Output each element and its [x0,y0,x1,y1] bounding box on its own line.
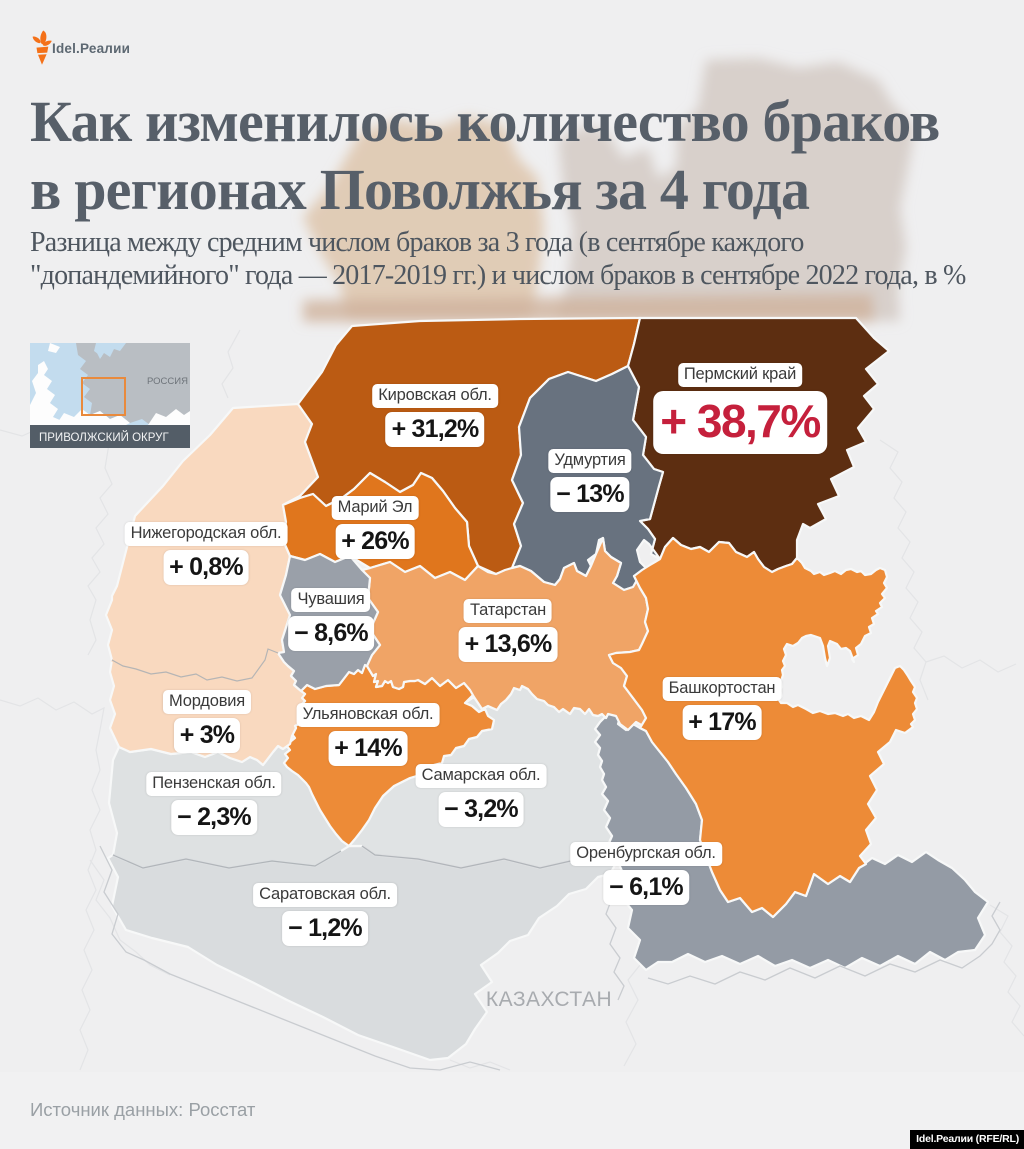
svg-text:ПРИВОЛЖСКИЙ ОКРУГ: ПРИВОЛЖСКИЙ ОКРУГ [39,431,169,444]
svg-text:РОССИЯ: РОССИЯ [147,376,188,387]
